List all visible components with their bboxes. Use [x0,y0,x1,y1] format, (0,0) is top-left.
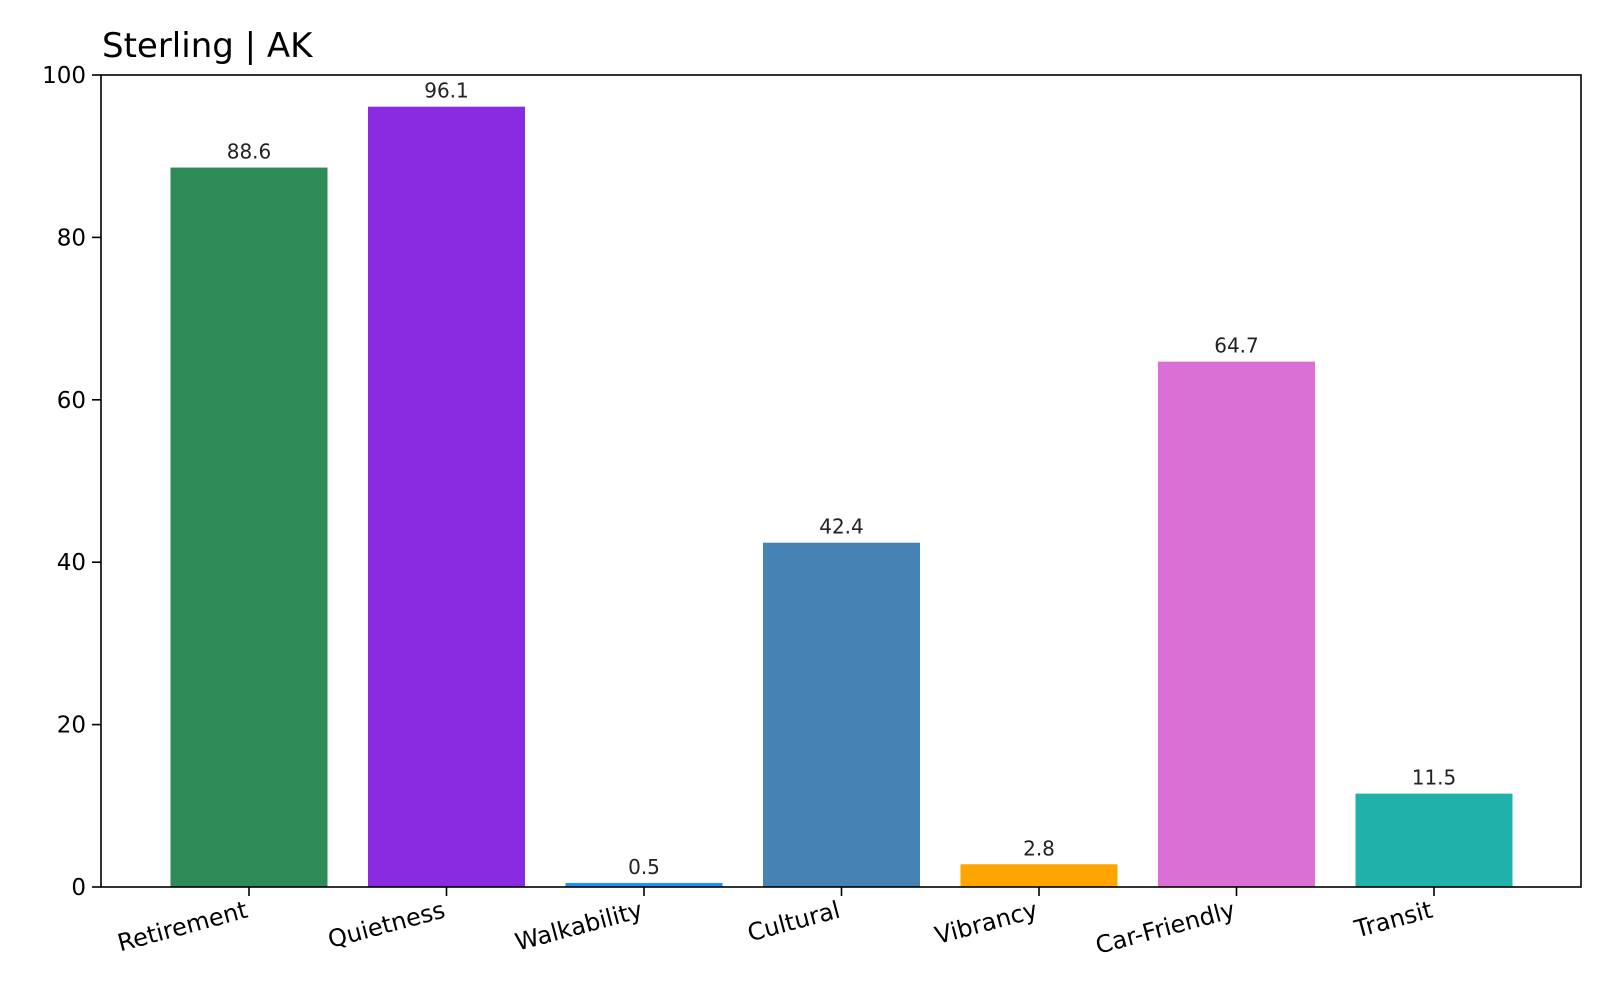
y-tick-label: 40 [57,550,86,576]
bar-retirement [170,167,328,887]
y-tick-label: 60 [57,388,86,414]
x-tick-label-transit: Transit [1351,896,1436,944]
plot-frame [100,74,1582,888]
data-labels-layer: 88.6 96.1 0.5 42.4 2.8 64.7 11.5 [227,79,1457,879]
data-label-cultural: 42.4 [819,515,864,539]
bar-cultural [763,542,920,887]
chart-title: Sterling | AK [102,26,314,66]
x-tick-label-walkability: Walkability [512,896,645,957]
bar-vibrancy [960,864,1118,887]
bar-quietness [368,106,525,888]
data-label-vibrancy: 2.8 [1023,836,1055,860]
bars-layer [170,106,1513,888]
data-label-retirement: 88.6 [227,140,272,164]
x-tick-label-retirement: Retirement [115,896,251,958]
y-tick-label: 20 [57,713,86,739]
x-tick-label-vibrancy: Vibrancy [932,896,1041,950]
data-label-quietness: 96.1 [424,79,469,103]
bar-car-friendly [1158,361,1315,887]
y-tick-label: 80 [57,225,86,251]
data-label-walkability: 0.5 [628,855,660,879]
y-axis: 0 20 40 60 80 100 [42,63,101,901]
x-tick-label-car-friendly: Car-Friendly [1093,896,1239,960]
x-tick-label-quietness: Quietness [325,896,448,954]
y-tick-label: 100 [42,63,86,89]
bar-transit [1355,793,1513,887]
bar-walkability [565,882,723,887]
data-label-transit: 11.5 [1412,766,1457,790]
x-axis: Retirement Quietness Walkability Cultural Vi… [115,887,1436,960]
y-tick-label: 0 [71,875,86,901]
x-tick-label-cultural: Cultural [745,896,844,948]
data-label-car-friendly: 64.7 [1214,334,1259,358]
